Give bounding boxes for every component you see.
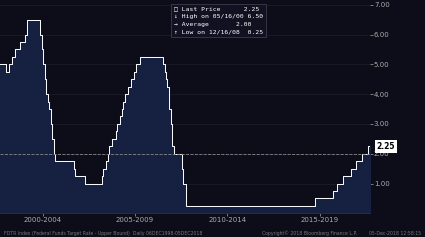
Text: FDTR Index (Federal Funds Target Rate - Upper Bound)  Daily 06DEC1998-05DEC2018: FDTR Index (Federal Funds Target Rate - … [4, 231, 203, 236]
Text: Copyright© 2018 Bloomberg Finance L.P.        05-Dec-2018 12:58:15: Copyright© 2018 Bloomberg Finance L.P. 0… [262, 230, 421, 236]
Text: 2.25: 2.25 [377, 142, 395, 151]
Text: □ Last Price      2.25
↓ High on 05/16/00 6.50
→ Average       2.00
↑ Low on 12/: □ Last Price 2.25 ↓ High on 05/16/00 6.5… [174, 7, 263, 34]
